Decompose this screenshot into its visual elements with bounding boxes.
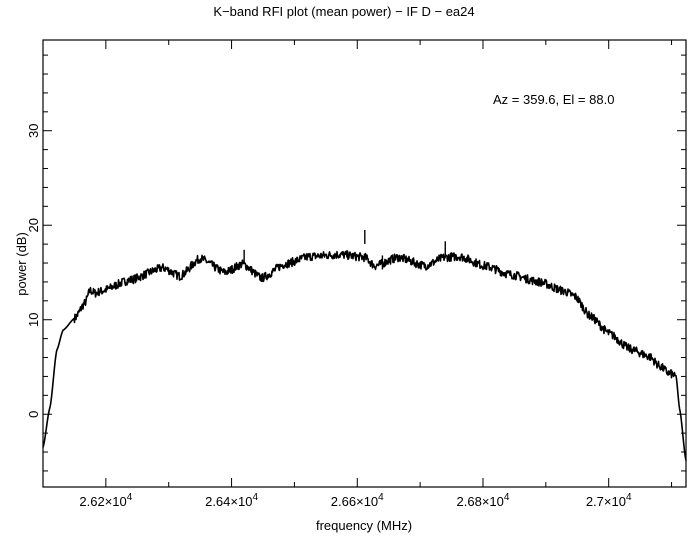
tick-exponent: 4 <box>378 492 384 503</box>
tick-exponent: 4 <box>626 492 632 503</box>
tick-mantissa: 2.68 <box>457 494 482 509</box>
tick-mantissa: 2.64 <box>205 494 230 509</box>
plot-frame <box>42 39 687 488</box>
y-tick-labels: 0 10 20 30 <box>26 123 41 417</box>
x-tick-labels: 2.62×104 2.64×104 2.66×104 2.68×104 2.7×104 <box>79 492 632 509</box>
tick-exponent: 4 <box>504 492 510 503</box>
az-el-annotation: Az = 359.6, El = 88.0 <box>493 92 614 107</box>
x-tick-label: 2.66×104 <box>331 492 384 509</box>
y-tick-label: 10 <box>26 312 41 326</box>
tick-mantissa: 2.7 <box>586 494 604 509</box>
y-tick-label: 0 <box>26 411 41 418</box>
tick-mantissa: 2.66 <box>331 494 356 509</box>
x-tick-label: 2.68×104 <box>457 492 510 509</box>
tick-times-ten: ×10 <box>230 494 252 509</box>
x-axis-label: frequency (MHz) <box>316 518 412 533</box>
y-axis-label: power (dB) <box>14 232 29 296</box>
tick-exponent: 4 <box>127 492 133 503</box>
chart-title: K−band RFI plot (mean power) − IF D − ea… <box>213 4 474 19</box>
tick-times-ten: ×10 <box>604 494 626 509</box>
tick-times-ten: ×10 <box>105 494 127 509</box>
x-tick-label: 2.7×104 <box>586 492 632 509</box>
tick-mantissa: 2.62 <box>79 494 104 509</box>
power-trace <box>42 250 687 461</box>
tick-times-ten: ×10 <box>482 494 504 509</box>
x-tick-label: 2.62×104 <box>79 492 132 509</box>
x-tick-label: 2.64×104 <box>205 492 258 509</box>
power-series <box>42 229 687 461</box>
axis-ticks <box>42 40 686 487</box>
tick-times-ten: ×10 <box>356 494 378 509</box>
tick-exponent: 4 <box>252 492 258 503</box>
y-tick-label: 20 <box>26 218 41 232</box>
y-tick-label: 30 <box>26 123 41 137</box>
